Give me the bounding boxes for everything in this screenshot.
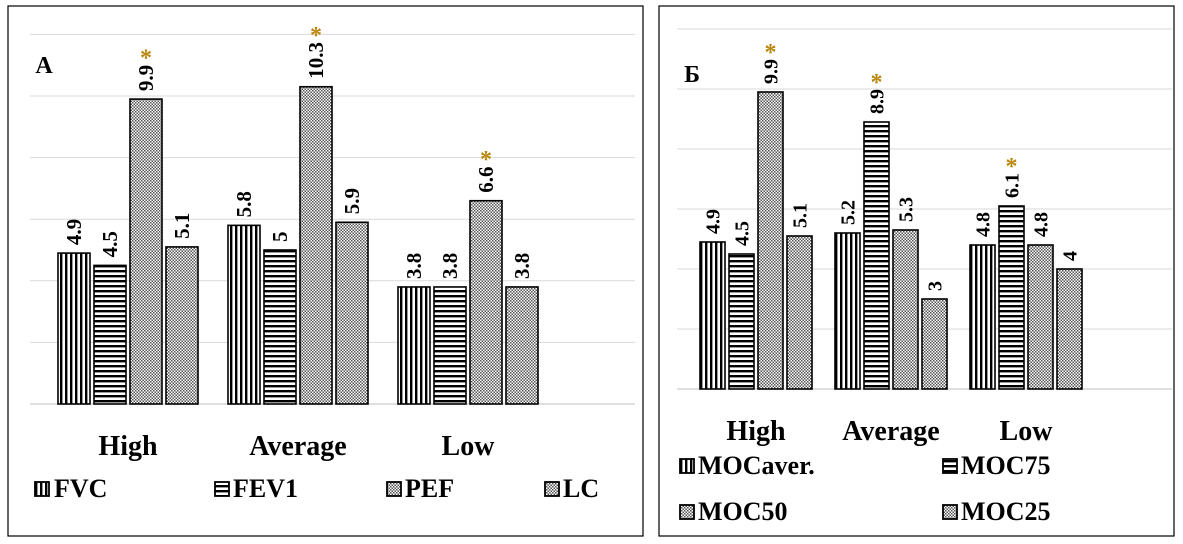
data-label: 3.8: [510, 253, 534, 279]
significance-star: *: [1006, 154, 1018, 180]
data-label: 4.5: [732, 221, 754, 246]
data-label: 4.9: [703, 209, 725, 234]
legend-swatch: [214, 481, 230, 497]
legend-label: LC: [563, 474, 599, 503]
data-label: 4: [1060, 251, 1082, 261]
data-label: 3: [925, 281, 947, 291]
bar-mocaver-high: [699, 241, 726, 390]
panel-frame: [7, 5, 644, 537]
legend-label: MOCaver.: [698, 451, 815, 480]
legend-label: MOC25: [961, 497, 1051, 526]
bar-lc-high: [165, 246, 199, 405]
bar-lc-average: [335, 221, 369, 405]
legend-label: MOC50: [698, 497, 788, 526]
data-label: 5.3: [896, 197, 918, 222]
data-label: 5.1: [170, 213, 194, 239]
bar-mocaver-low: [969, 244, 996, 390]
data-label: 9.9: [134, 65, 158, 91]
data-label: 4.5: [98, 231, 122, 257]
bar-fev1-low: [433, 286, 467, 405]
data-label: 4.9: [62, 219, 86, 245]
legend-swatch: [386, 481, 402, 497]
data-label: 6.1: [1002, 173, 1024, 198]
bar-moc75-average: [863, 121, 890, 390]
bar-moc50-low: [1027, 244, 1054, 390]
legend-swatch: [679, 504, 695, 520]
data-label: 5.9: [340, 188, 364, 214]
bar-moc25-average: [921, 298, 948, 390]
panel-label: Б: [684, 62, 700, 88]
data-label: 3.8: [402, 253, 426, 279]
data-label: 5.1: [790, 203, 812, 228]
bar-moc25-low: [1056, 268, 1083, 390]
legend-swatch: [544, 481, 560, 497]
category-label: Low: [1000, 416, 1054, 447]
data-label: 4.8: [1031, 212, 1053, 237]
bar-mocaver-average: [834, 232, 861, 390]
category-label: Average: [842, 416, 939, 447]
bar-fev1-high: [93, 264, 127, 405]
data-label: 5: [268, 232, 292, 243]
significance-star: *: [765, 40, 777, 66]
bar-fvc-average: [227, 224, 261, 405]
bar-pef-low: [469, 199, 503, 405]
data-label: 10.3: [304, 42, 328, 79]
bar-moc75-high: [728, 253, 755, 390]
bar-pef-average: [299, 85, 333, 405]
legend-swatch: [679, 458, 695, 474]
chart-panel-1: А4.9 4.59.9*5.1High5.8510.3*5.9Average3.8…: [7, 5, 644, 537]
data-label: 3.8: [438, 253, 462, 279]
bar-fvc-high: [57, 252, 91, 405]
bar-fev1-average: [263, 249, 297, 405]
category-label: Average: [249, 431, 346, 462]
bar-fvc-low: [397, 286, 431, 405]
data-label: 5.2: [838, 200, 860, 225]
bar-lc-low: [505, 286, 539, 405]
significance-star: *: [140, 46, 152, 72]
legend-label: FEV1: [233, 474, 298, 503]
panel-frame: [658, 5, 1175, 537]
bar-moc25-high: [786, 235, 813, 390]
significance-star: *: [480, 147, 492, 173]
legend-label: MOC75: [961, 451, 1051, 480]
bar-pef-high: [129, 98, 163, 405]
chart-panel-2: Б4.9 4.59.9*5.1High5.28.9*5.33Average4.86…: [658, 5, 1175, 537]
category-label: High: [726, 416, 786, 447]
legend-swatch: [942, 504, 958, 520]
data-label: 4.8: [973, 212, 995, 237]
category-label: Low: [442, 431, 496, 462]
panel-label: А: [35, 53, 53, 79]
legend-swatch: [942, 458, 958, 474]
category-label: High: [98, 431, 158, 462]
bar-moc50-average: [892, 229, 919, 390]
data-label: 5.8: [232, 191, 256, 217]
data-label: 8.9: [867, 89, 889, 114]
data-label: 6.6: [474, 166, 498, 192]
legend-swatch: [34, 481, 50, 497]
bar-moc75-low: [998, 205, 1025, 390]
bar-moc50-high: [757, 91, 784, 390]
significance-star: *: [310, 23, 322, 49]
legend-label: PEF: [405, 474, 454, 503]
legend-label: FVC: [54, 474, 107, 503]
significance-star: *: [871, 70, 883, 96]
data-label: 9.9: [761, 59, 783, 84]
